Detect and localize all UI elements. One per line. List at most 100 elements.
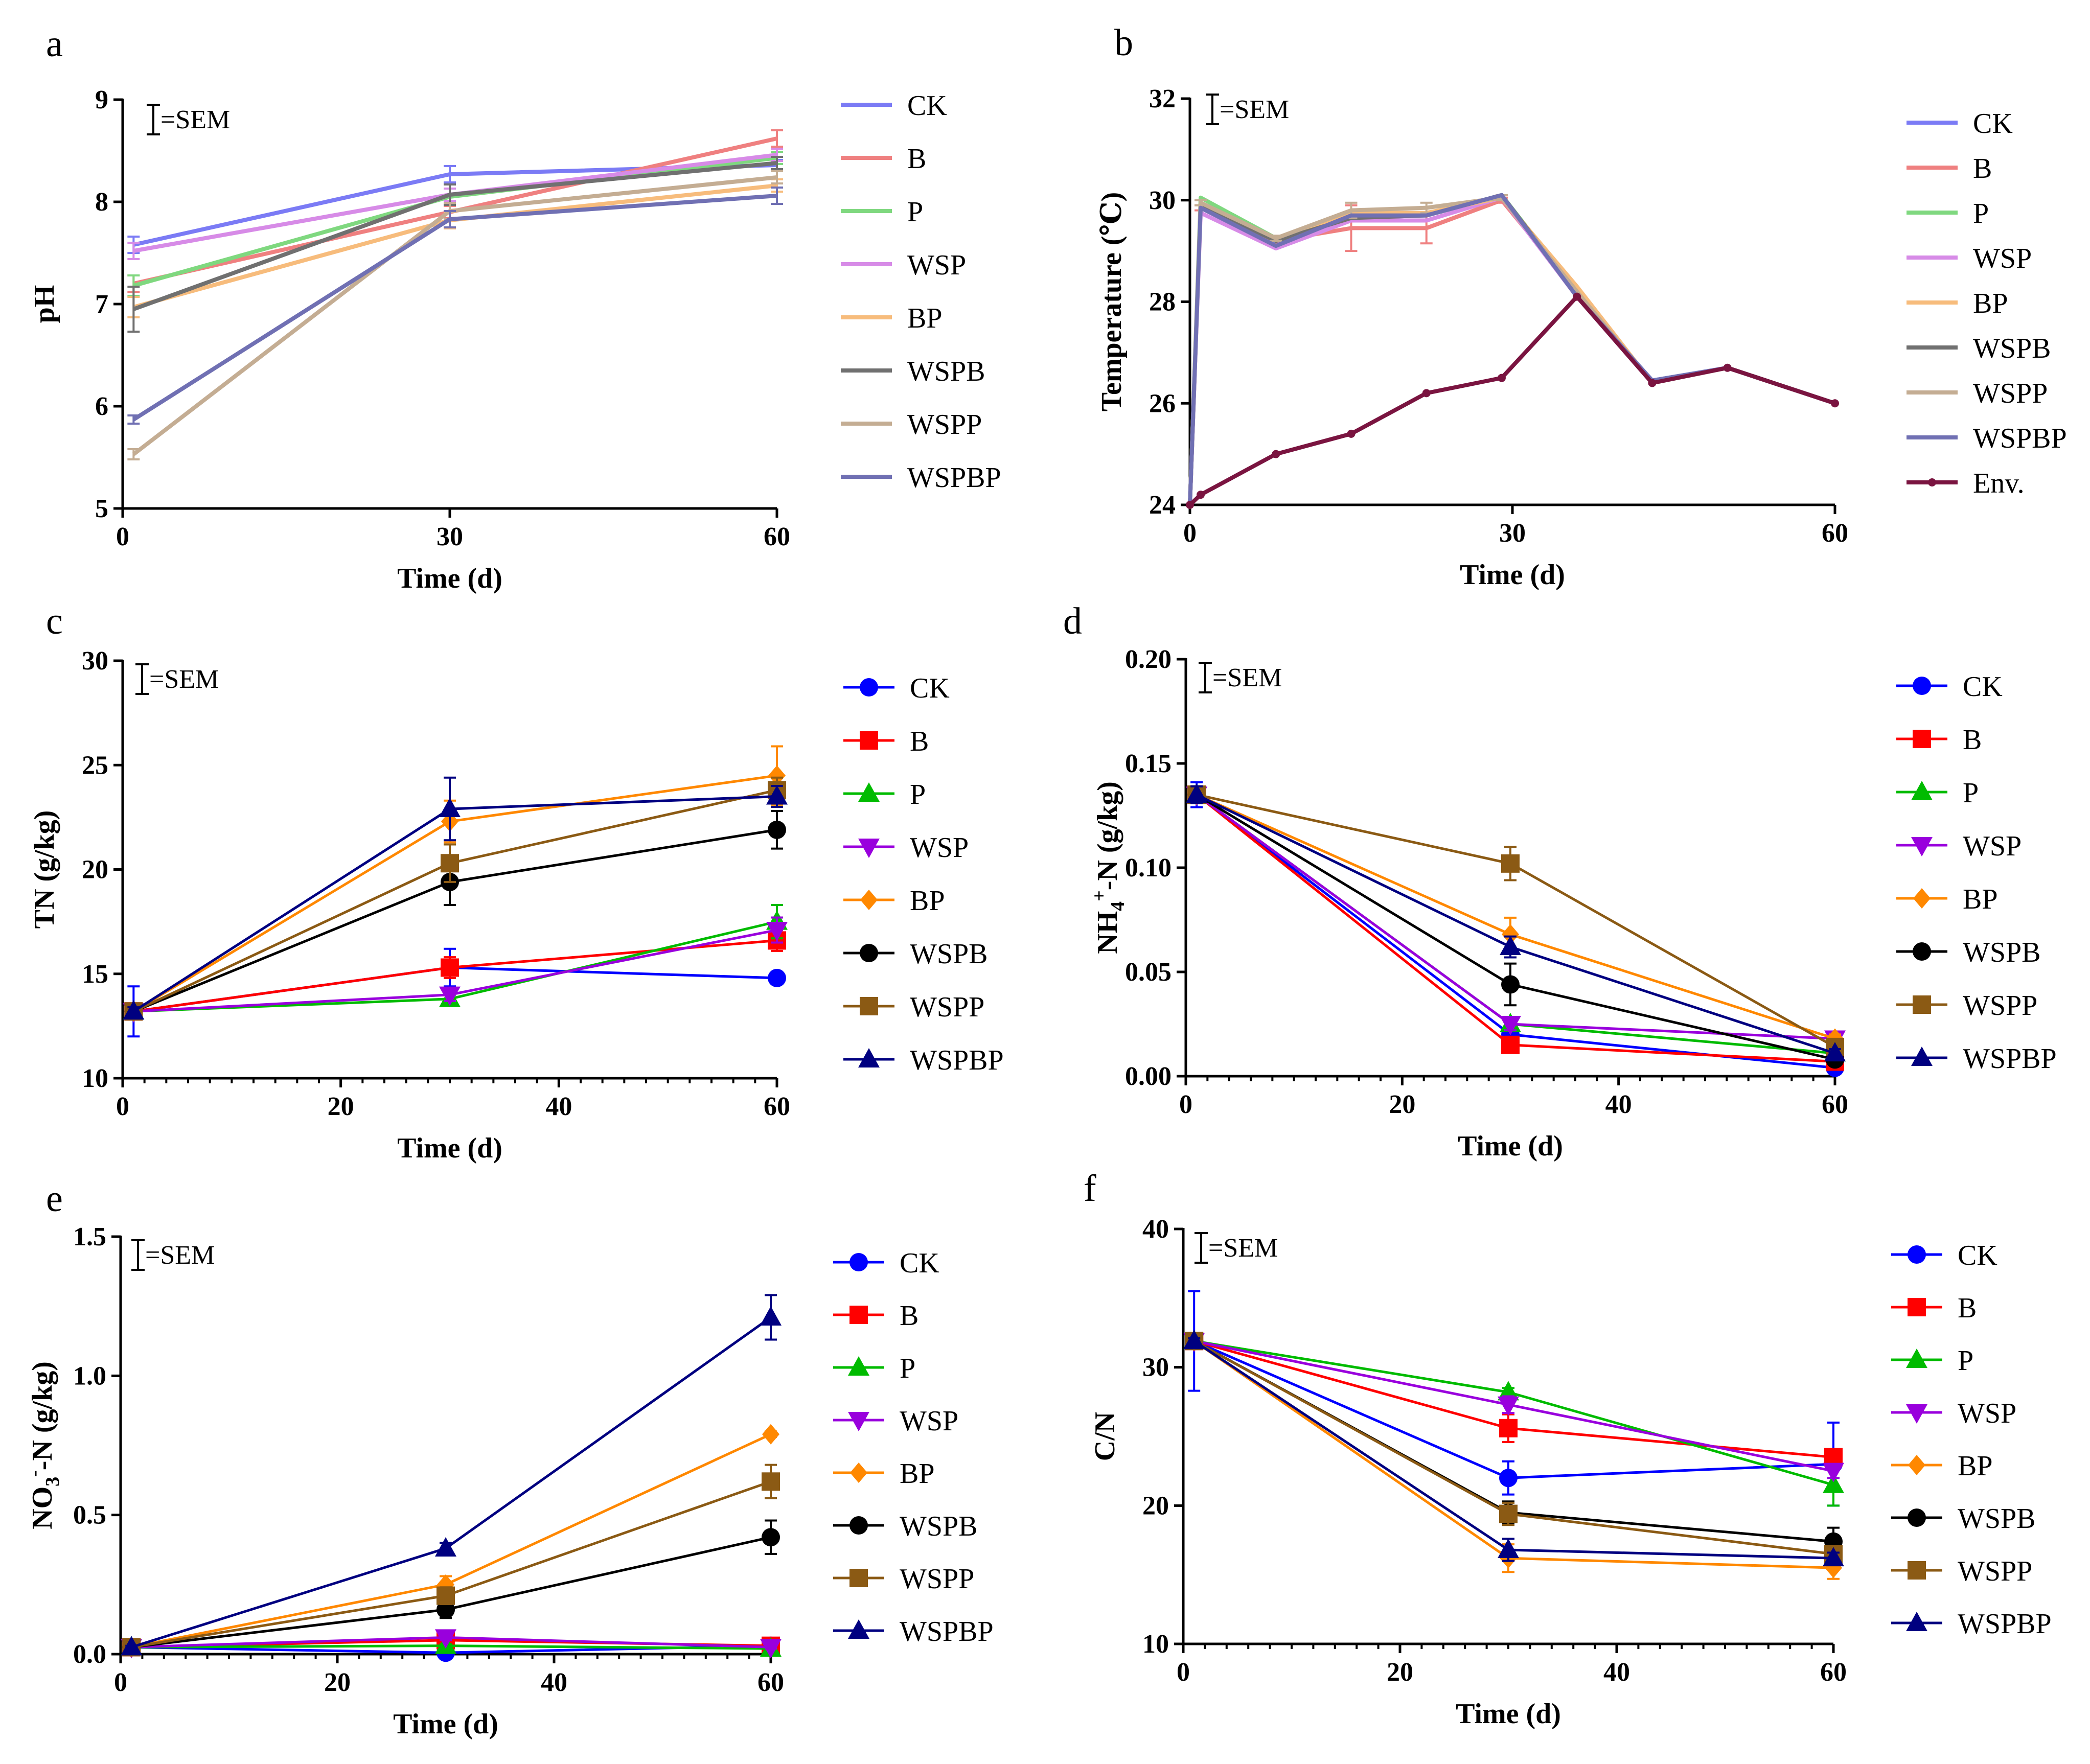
y-tick-label: 0.00: [1125, 1062, 1172, 1091]
series-wspbp: [1186, 783, 1846, 1062]
y-tick-label: 5: [95, 494, 108, 523]
legend-marker: [848, 1619, 869, 1639]
data-point: [441, 854, 459, 873]
legend-item: B: [1907, 153, 1992, 184]
x-axis-title: Time (d): [1460, 559, 1565, 591]
data-point: [766, 921, 788, 941]
plot-area: [121, 1294, 782, 1662]
legend-item: WSPB: [841, 356, 985, 387]
panel-c: c 10 15 20 25 30 0 20 40 60 Time (d) TN (g/kg) =SEM C…: [29, 600, 1004, 1164]
legend-label: Env.: [1973, 468, 2025, 499]
legend-item: WSP: [1896, 830, 2022, 862]
data-point: [762, 1424, 779, 1445]
sem-key-label: =SEM: [1220, 95, 1289, 124]
legend-label: WSPP: [907, 409, 982, 440]
legend-label: WSPB: [1963, 937, 2041, 968]
data-point: [123, 1000, 145, 1020]
legend-label: WSP: [900, 1405, 958, 1437]
data-point: [1501, 975, 1520, 994]
legend-label: CK: [1973, 108, 2013, 140]
data-point: [1823, 1463, 1844, 1482]
y-axis-title-base: NH: [1092, 911, 1123, 954]
legend-label: CK: [1958, 1240, 1997, 1271]
legend-item: WSP: [843, 832, 969, 864]
data-point: [1272, 450, 1280, 458]
legend-marker: [1908, 1561, 1926, 1580]
data-point: [1186, 783, 1208, 803]
legend-item: B: [841, 143, 926, 175]
panel-d: d 0.00 0.05 0.10 0.15 0.20 0 20 40 60 Time (d) NH4+…: [1063, 600, 2057, 1162]
sem-key: =SEM: [1199, 662, 1282, 693]
x-axis-title: Time (d): [397, 563, 502, 594]
legend-marker: [1908, 1245, 1926, 1264]
y-axis-title-sup: +: [1089, 890, 1110, 901]
legend-marker: [858, 782, 880, 802]
legend-item: WSPB: [833, 1511, 978, 1542]
series-line: [1188, 294, 1836, 506]
legend-item: WSPP: [841, 409, 982, 440]
plot-area: [1186, 781, 1846, 1077]
series-line: [131, 1480, 771, 1649]
y-axis-title: TN (g/kg): [29, 810, 60, 929]
y-axis-title-rest: -N (g/kg): [1092, 781, 1123, 890]
panel-letter: a: [46, 23, 63, 65]
legend-marker: [1911, 837, 1933, 856]
y-tick-label: 20: [1142, 1491, 1169, 1520]
data-point: [1501, 854, 1520, 873]
y-tick-label: 26: [1149, 389, 1176, 418]
y-tick-label: 9: [95, 85, 108, 114]
legend-label: BP: [1958, 1450, 1993, 1482]
legend-label: B: [1958, 1292, 1977, 1324]
legend-marker: [1911, 1047, 1933, 1066]
legend-item: BP: [1907, 288, 2008, 319]
y-axis-title-sub: 4: [1107, 901, 1129, 911]
legend-item: WSPB: [1896, 937, 2041, 968]
legend-label: WSP: [1973, 243, 2032, 274]
series-line: [1196, 793, 1835, 1040]
legend-item: P: [1896, 777, 1979, 809]
plot-area: [1183, 1290, 1844, 1580]
x-tick-label: 20: [328, 1092, 354, 1121]
legend-label: P: [1963, 777, 1979, 809]
data-point: [768, 968, 786, 987]
x-tick-label: 30: [1499, 519, 1526, 548]
legend-item: CK: [843, 672, 950, 704]
legend-item: CK: [841, 90, 947, 122]
panel-letter: b: [1114, 22, 1133, 64]
legend-label: WSPBP: [1963, 1043, 2057, 1075]
x-tick-label: 0: [116, 522, 129, 551]
data-point: [439, 986, 461, 1006]
legend-item: WSP: [1891, 1398, 2016, 1429]
plot-area: [1186, 193, 1839, 509]
series-line: [1196, 794, 1835, 1040]
y-axis-title: NO3--N (g/kg): [24, 1361, 63, 1529]
data-point: [1186, 501, 1194, 509]
data-point: [766, 785, 788, 805]
legend-item: WSPBP: [1907, 423, 2067, 454]
panel-letter: e: [46, 1178, 63, 1220]
legend-item: WSPB: [1891, 1503, 2036, 1535]
x-tick-label: 0: [116, 1092, 129, 1121]
legend-item: WSPBP: [841, 462, 1001, 494]
data-point: [1499, 1504, 1518, 1523]
legend-label: WSPBP: [1973, 423, 2067, 454]
legend-label: B: [1973, 153, 1992, 184]
series-wsp: [123, 916, 788, 1023]
x-tick-label: 60: [757, 1668, 784, 1697]
sem-key: =SEM: [131, 1239, 215, 1271]
sem-key-label: =SEM: [1208, 1234, 1278, 1263]
data-point: [1498, 1538, 1519, 1558]
x-tick-label: 60: [764, 522, 790, 551]
legend-label: WSPP: [1963, 990, 2037, 1022]
series-wspbp: [1188, 193, 1836, 505]
series-wspbp: [121, 1294, 782, 1656]
data-point: [441, 958, 459, 977]
y-tick-label: 8: [95, 188, 108, 217]
legend-marker: [1913, 677, 1931, 695]
sem-key: =SEM: [1206, 94, 1289, 125]
series-wspb: [127, 156, 783, 333]
legend-label: B: [907, 143, 926, 175]
